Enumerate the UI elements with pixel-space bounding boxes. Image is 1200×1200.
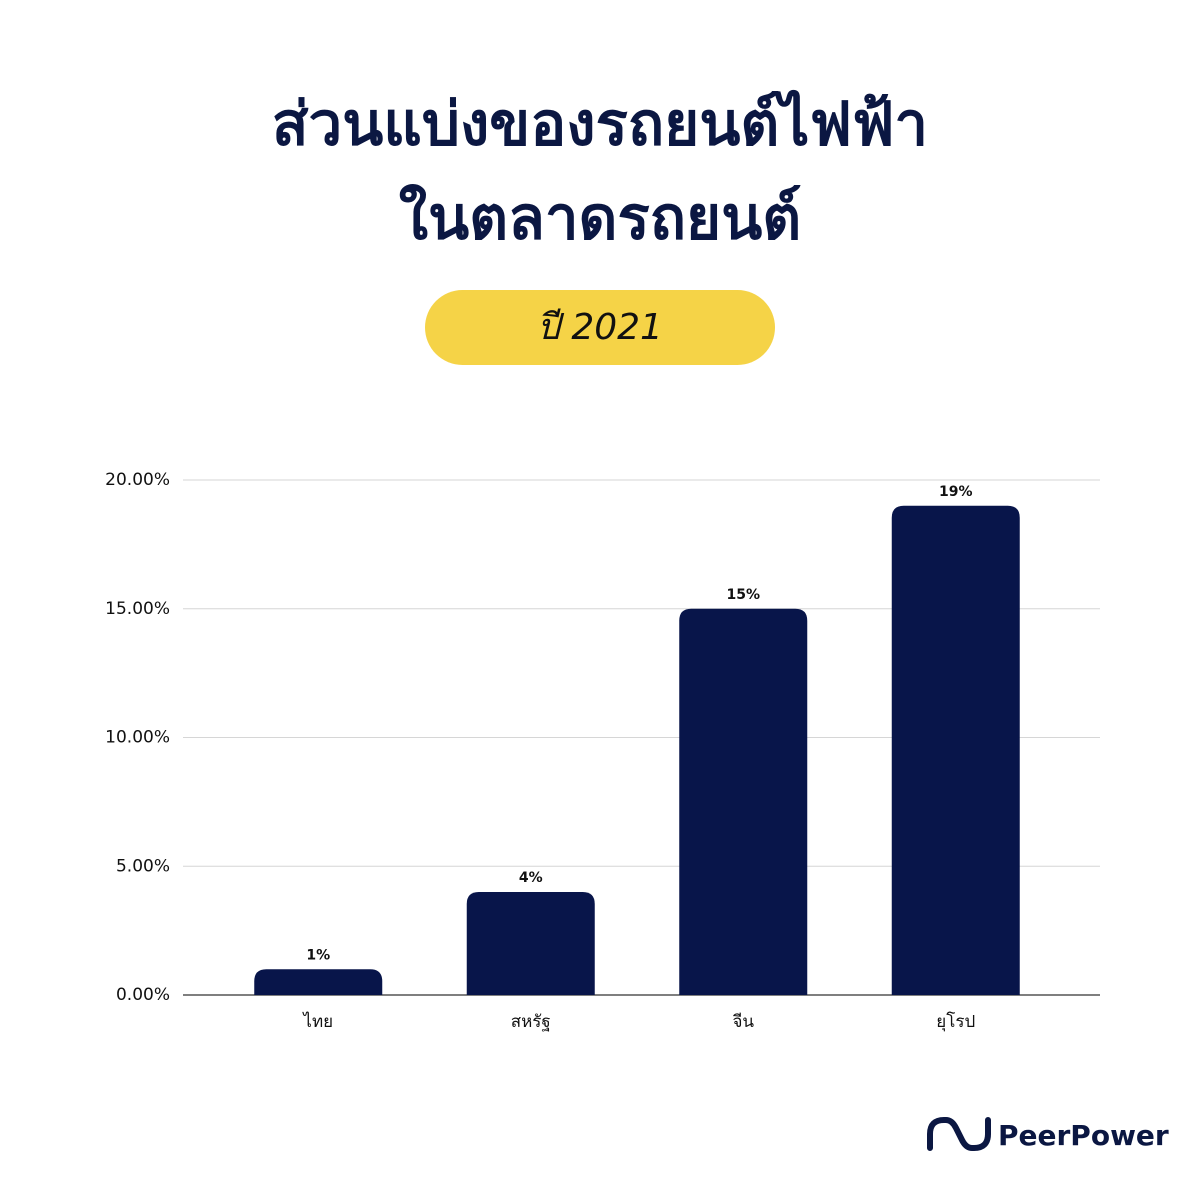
- chart-title: ในตลาดรถยนต์: [399, 184, 801, 254]
- value-label: 19%: [939, 484, 973, 500]
- logo-icon: [927, 1117, 991, 1151]
- y-tick-label: 20.00%: [105, 470, 170, 490]
- brand-logo: PeerPower: [927, 1117, 1169, 1152]
- bar: [891, 505, 1020, 995]
- bar: [466, 892, 595, 995]
- y-tick-label: 10.00%: [105, 728, 170, 748]
- chart-subtitle: ปี 2021: [537, 307, 663, 348]
- x-tick-label: สหรัฐ: [511, 1012, 551, 1032]
- value-label: 4%: [519, 870, 543, 886]
- y-tick-label: 15.00%: [105, 599, 170, 619]
- value-label: 15%: [726, 587, 760, 603]
- y-tick-label: 5.00%: [116, 856, 170, 876]
- x-tick-label: ยุโรป: [936, 1011, 975, 1032]
- bar: [254, 969, 383, 995]
- x-tick-label: ไทย: [301, 1011, 333, 1032]
- bar: [679, 608, 808, 995]
- brand-name: PeerPower: [998, 1119, 1169, 1152]
- chart-title: ส่วนแบ่งของรถยนต์ไฟฟ้า: [272, 89, 928, 160]
- value-label: 1%: [306, 947, 330, 963]
- x-tick-label: จีน: [732, 1012, 754, 1032]
- subtitle-pill: [425, 290, 775, 365]
- y-tick-label: 0.00%: [116, 985, 170, 1005]
